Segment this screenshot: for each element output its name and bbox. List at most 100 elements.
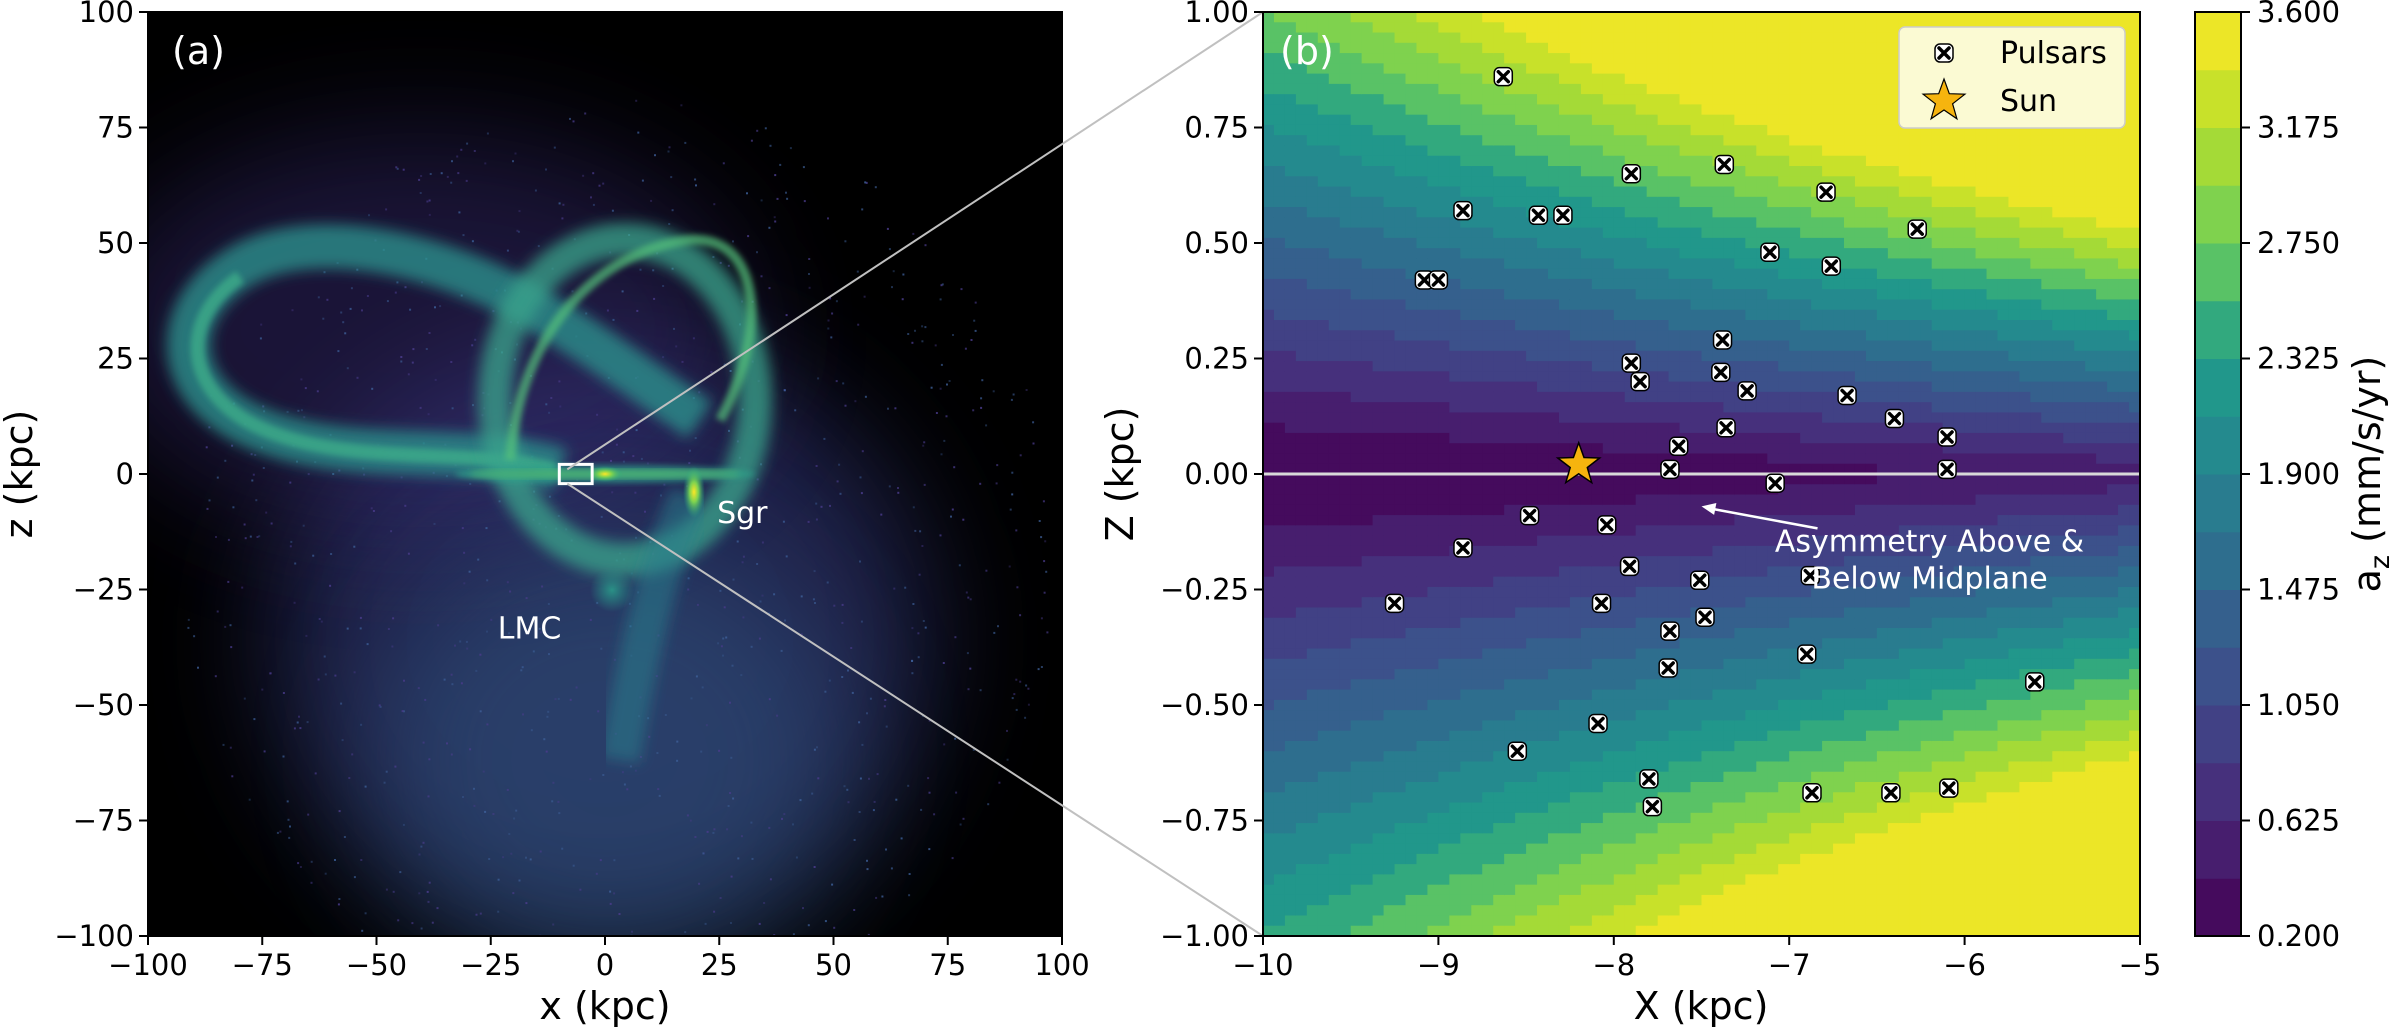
contour-cell (1295, 258, 1308, 270)
contour-cell (1537, 73, 1549, 85)
contour-cell (1328, 730, 1341, 742)
contour-cell (1394, 720, 1407, 732)
contour-cell (1405, 381, 1418, 393)
contour-cell (1405, 340, 1418, 352)
contour-cell (1383, 248, 1396, 259)
particle (992, 390, 995, 393)
contour-cell (1438, 751, 1450, 763)
contour-cell (1646, 63, 1659, 75)
particle (1019, 454, 1022, 457)
particle (513, 817, 516, 820)
contour-cell (1350, 432, 1363, 444)
particle (935, 412, 938, 414)
particle (732, 797, 735, 800)
contour-cell (1657, 710, 1670, 721)
particle (859, 476, 862, 479)
contour-cell (1372, 12, 1385, 23)
contour-cell (1416, 915, 1429, 927)
contour-cell (1263, 720, 1275, 732)
contour-cell (1646, 812, 1659, 824)
contour-cell (1273, 484, 1286, 496)
contour-cell (1383, 196, 1396, 208)
contour-cell (1372, 607, 1385, 619)
contour-cell (1646, 381, 1659, 393)
contour-cell (1679, 494, 1692, 506)
contour-cell (1745, 248, 1757, 259)
contour-cell (1602, 443, 1615, 455)
contour-cell (1734, 217, 1746, 229)
contour-cell (1580, 545, 1593, 557)
particle (829, 297, 832, 300)
contour-cell (1482, 258, 1494, 270)
contour-cell (1416, 248, 1429, 259)
contour-cell (1471, 925, 1483, 936)
contour-cell (1591, 689, 1604, 701)
contour-cell (1328, 350, 1341, 362)
contour-cell (1635, 894, 1648, 906)
particle (907, 784, 910, 787)
contour-cell (1427, 217, 1439, 229)
contour-cell (1394, 463, 1407, 475)
contour-cell (1701, 217, 1714, 229)
contour-cell (1624, 823, 1637, 834)
contour-cell (1657, 320, 1670, 331)
contour-cell (1515, 114, 1527, 126)
contour-cell (1613, 135, 1626, 147)
contour-cell (1482, 196, 1494, 208)
contour-cell (1668, 340, 1681, 352)
contour-cell (1361, 217, 1374, 229)
contour-cell (1526, 432, 1538, 444)
particle (482, 770, 485, 773)
contour-cell (1306, 740, 1319, 752)
particle (400, 476, 403, 479)
contour-cell (1372, 340, 1385, 352)
contour-cell (1493, 843, 1505, 855)
contour-cell (1569, 422, 1582, 434)
contour-cell (1449, 22, 1461, 34)
contour-cell (1339, 53, 1352, 64)
particle (808, 273, 810, 275)
contour-cell (1624, 217, 1637, 229)
contour-cell (1405, 556, 1418, 567)
contour-cell (1460, 833, 1472, 845)
contour-cell (1558, 53, 1571, 64)
contour-cell (1438, 699, 1450, 711)
contour-cell (1449, 268, 1461, 280)
contour-cell (1624, 443, 1637, 455)
particle (635, 429, 638, 432)
contour-cell (1558, 566, 1571, 578)
contour-cell (1558, 227, 1571, 239)
contour-cell (1548, 340, 1560, 352)
contour-cell (1449, 432, 1461, 444)
contour-cell (1394, 227, 1407, 239)
particle (554, 698, 557, 701)
contour-cell (1482, 833, 1494, 845)
contour-cell (1263, 32, 1275, 44)
contour-cell (1504, 443, 1516, 455)
contour-cell (1734, 432, 1746, 444)
contour-cell (1263, 83, 1275, 95)
contour-cell (1405, 628, 1418, 639)
contour-cell (1723, 812, 1735, 824)
contour-cell (1668, 124, 1681, 136)
contour-cell (1548, 176, 1560, 188)
contour-cell (1602, 628, 1615, 639)
contour-cell (1361, 740, 1374, 752)
particle (1009, 508, 1012, 511)
contour-cell (1449, 463, 1461, 475)
contour-cell (1460, 289, 1472, 301)
contour-cell (1580, 258, 1593, 270)
contour-cell (1734, 730, 1746, 742)
contour-cell (1361, 843, 1374, 855)
contour-cell (1537, 864, 1549, 875)
contour-cell (1679, 545, 1692, 557)
contour-cell (1602, 843, 1615, 855)
contour-cell (1350, 884, 1363, 896)
contour-cell (1701, 853, 1714, 865)
contour-cell (1734, 566, 1746, 578)
contour-cell (1383, 402, 1396, 413)
contour-cell (1438, 12, 1450, 23)
particle (836, 943, 838, 945)
particle (569, 117, 571, 120)
contour-cell (1569, 535, 1582, 547)
